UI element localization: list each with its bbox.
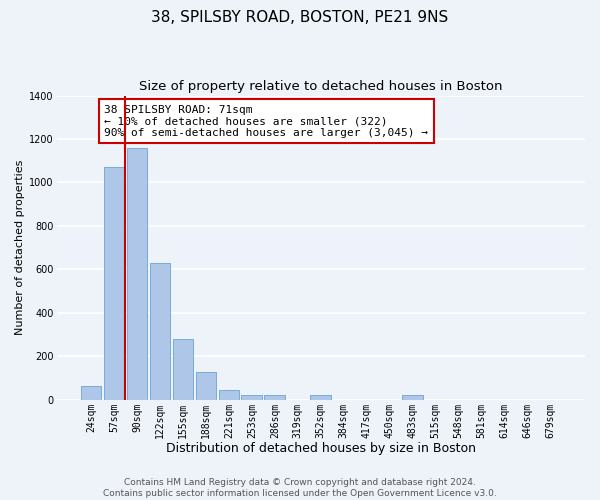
Bar [403, 396, 423, 400]
Bar [104, 168, 124, 400]
Text: Contains HM Land Registry data © Crown copyright and database right 2024.
Contai: Contains HM Land Registry data © Crown c… [103, 478, 497, 498]
Title: Size of property relative to detached houses in Boston: Size of property relative to detached ho… [139, 80, 503, 93]
Bar [127, 148, 147, 400]
Bar [265, 396, 285, 400]
Bar [173, 339, 193, 400]
Bar [310, 396, 331, 400]
Bar [149, 263, 170, 400]
X-axis label: Distribution of detached houses by size in Boston: Distribution of detached houses by size … [166, 442, 476, 455]
Y-axis label: Number of detached properties: Number of detached properties [15, 160, 25, 336]
Bar [218, 390, 239, 400]
Text: 38, SPILSBY ROAD, BOSTON, PE21 9NS: 38, SPILSBY ROAD, BOSTON, PE21 9NS [151, 10, 449, 25]
Text: 38 SPILSBY ROAD: 71sqm
← 10% of detached houses are smaller (322)
90% of semi-de: 38 SPILSBY ROAD: 71sqm ← 10% of detached… [104, 104, 428, 138]
Bar [241, 396, 262, 400]
Bar [80, 386, 101, 400]
Bar [196, 372, 216, 400]
